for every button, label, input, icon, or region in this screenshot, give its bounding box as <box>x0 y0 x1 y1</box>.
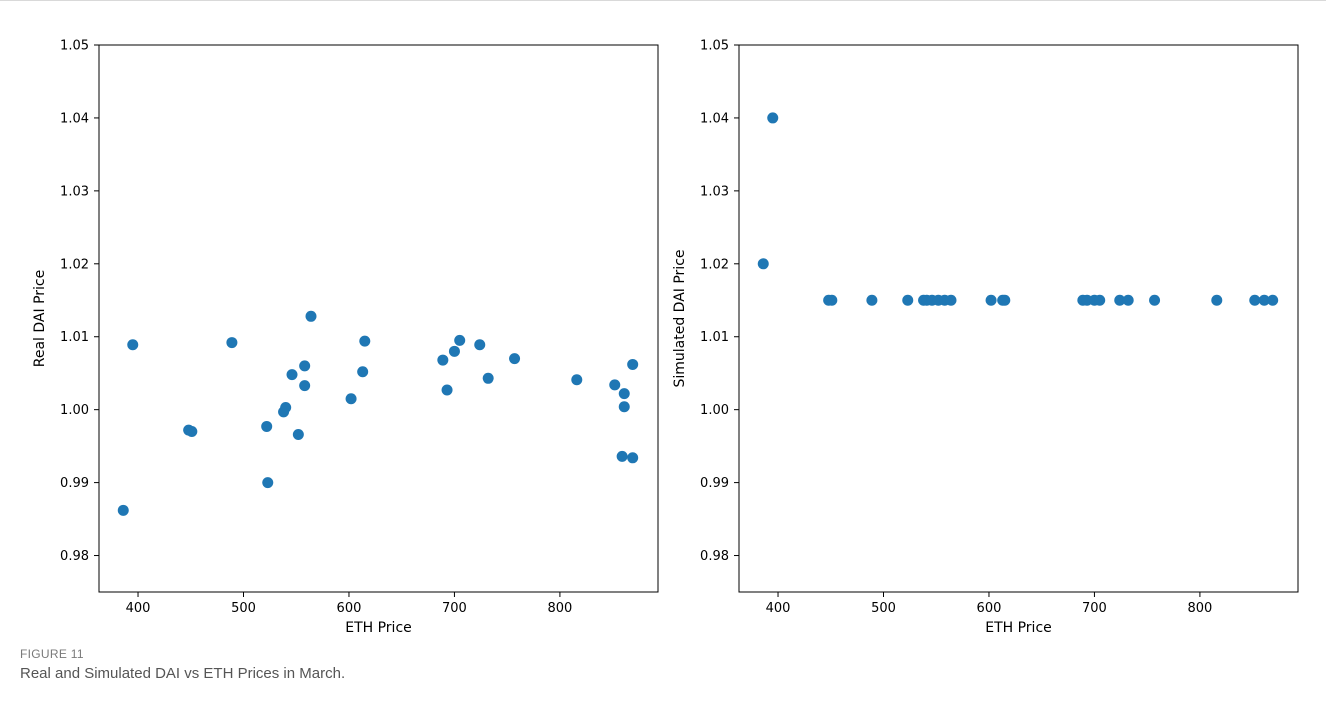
plot-frame <box>738 44 1299 593</box>
data-point <box>985 294 997 306</box>
data-point <box>999 294 1011 306</box>
data-point <box>474 339 486 351</box>
data-point <box>117 504 129 516</box>
data-point <box>866 294 878 306</box>
data-point <box>609 379 621 391</box>
data-point <box>186 426 198 438</box>
chart-simulated-dai: 400 500 600 700 800 0.98 0.99 1.00 1.01 1.02 1.03 1… <box>672 39 1299 636</box>
x-axis-label: ETH Price <box>985 620 1052 636</box>
data-point <box>299 380 311 392</box>
data-point <box>482 372 494 384</box>
data-point <box>305 310 317 322</box>
y-axis-label: Simulated DAI Price <box>672 249 688 387</box>
y-tick-label: 1.03 <box>60 184 89 199</box>
data-point <box>571 374 583 386</box>
y-tick-label: 0.99 <box>700 476 729 491</box>
y-tick-label: 1.02 <box>60 257 89 272</box>
y-axis-label: Real DAI Price <box>32 270 48 367</box>
data-point <box>359 335 371 347</box>
figure-caption-label: FIGURE 11 <box>20 647 84 661</box>
x-tick-label: 500 <box>231 601 256 616</box>
data-point <box>1094 294 1106 306</box>
data-point <box>616 450 628 462</box>
x-tick-label: 700 <box>1082 601 1107 616</box>
y-tick-label: 1.05 <box>60 39 89 54</box>
y-tick-label: 1.03 <box>700 184 729 199</box>
y-tick-label: 0.98 <box>700 549 729 564</box>
data-point <box>448 345 460 357</box>
y-tick-label: 1.00 <box>700 403 729 418</box>
y-tick-label: 1.04 <box>60 111 89 126</box>
data-point <box>127 339 139 351</box>
data-point <box>627 452 639 464</box>
data-point <box>280 401 292 413</box>
chart-real-dai: 400 500 600 700 800 0.98 0.99 1.00 1.01 1.02 1.03 1… <box>32 39 659 636</box>
figure-caption-text: Real and Simulated DAI vs ETH Prices in … <box>20 665 346 682</box>
data-point <box>1149 294 1161 306</box>
data-point <box>454 334 466 346</box>
y-tick-label: 1.05 <box>700 39 729 54</box>
data-point <box>1211 294 1223 306</box>
x-axis-label: ETH Price <box>345 620 412 636</box>
data-point <box>767 112 779 124</box>
x-tick-label: 400 <box>126 601 151 616</box>
x-tick-label: 800 <box>547 601 572 616</box>
data-point <box>902 294 914 306</box>
x-tick-label: 600 <box>337 601 362 616</box>
x-tick-label: 500 <box>871 601 896 616</box>
data-point <box>757 258 769 270</box>
data-point <box>618 388 630 400</box>
data-point <box>345 393 357 405</box>
data-point <box>627 358 639 370</box>
data-point <box>226 337 238 349</box>
y-tick-label: 0.99 <box>60 476 89 491</box>
data-point <box>357 366 369 378</box>
data-point <box>261 420 273 432</box>
x-tick-label: 600 <box>977 601 1002 616</box>
data-point <box>262 477 274 489</box>
y-tick-label: 1.01 <box>60 330 89 345</box>
plot-frame <box>98 44 659 593</box>
data-point <box>1122 294 1134 306</box>
top-divider <box>0 0 1326 1</box>
data-point <box>299 360 311 372</box>
y-tick-label: 1.02 <box>700 257 729 272</box>
figure-caption: FIGURE 11 Real and Simulated DAI vs ETH … <box>20 647 1300 682</box>
data-point <box>618 401 630 413</box>
data-point <box>1258 294 1270 306</box>
data-point <box>509 353 521 365</box>
data-point <box>437 354 449 366</box>
data-point <box>286 369 298 381</box>
y-tick-label: 1.04 <box>700 111 729 126</box>
data-point <box>292 428 304 440</box>
y-tick-label: 1.01 <box>700 330 729 345</box>
data-point <box>441 384 453 396</box>
data-point <box>826 294 838 306</box>
data-point <box>1249 294 1261 306</box>
data-point <box>1267 294 1279 306</box>
y-tick-label: 0.98 <box>60 549 89 564</box>
y-tick-label: 1.00 <box>60 403 89 418</box>
x-tick-label: 400 <box>766 601 791 616</box>
x-tick-label: 800 <box>1187 601 1212 616</box>
data-point <box>945 294 957 306</box>
scatter-chart-real-dai: 400 500 600 700 800 0.98 0.99 1.00 1.01 1.02 1.03 1… <box>32 39 1299 636</box>
data-point <box>1114 294 1126 306</box>
x-tick-label: 700 <box>442 601 467 616</box>
